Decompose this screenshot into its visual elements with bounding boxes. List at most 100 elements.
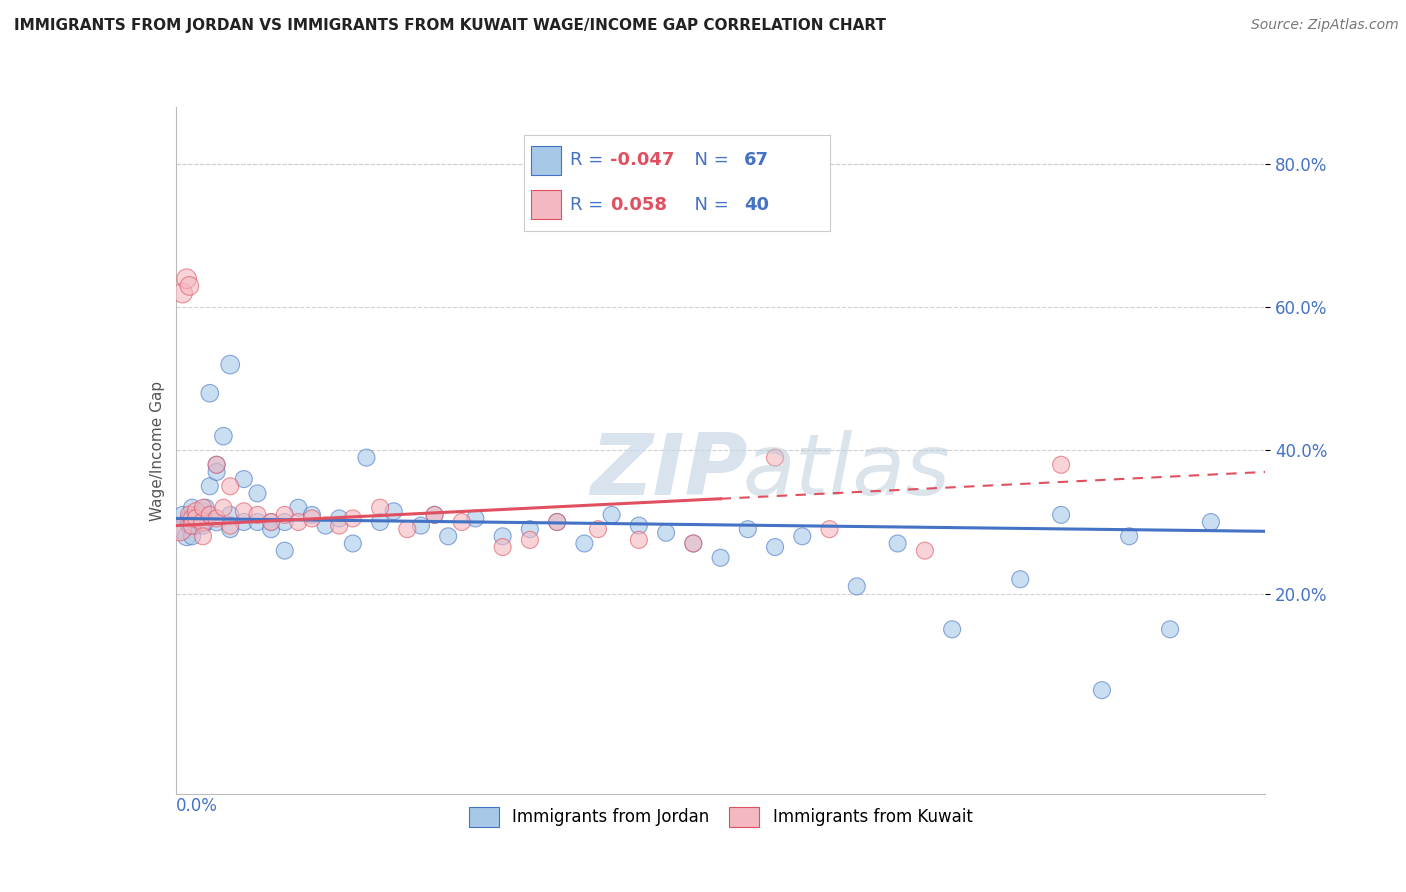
Point [941, 623, 963, 637]
Point [179, 508, 201, 522]
Point [194, 500, 217, 515]
Point [845, 579, 868, 593]
Text: IMMIGRANTS FROM JORDAN VS IMMIGRANTS FROM KUWAIT WAGE/INCOME GAP CORRELATION CHA: IMMIGRANTS FROM JORDAN VS IMMIGRANTS FRO… [14, 18, 886, 33]
Point [260, 522, 283, 536]
Point [627, 518, 650, 533]
Y-axis label: Wage/Income Gap: Wage/Income Gap [149, 380, 165, 521]
Point [179, 518, 201, 533]
Point [492, 529, 515, 543]
Point [260, 515, 283, 529]
Point [546, 515, 568, 529]
Point [191, 515, 214, 529]
Point [246, 486, 269, 500]
Point [172, 522, 194, 536]
Point [818, 522, 841, 536]
Point [191, 500, 214, 515]
Point [191, 504, 214, 518]
Point [205, 458, 228, 472]
Point [763, 540, 786, 554]
Point [181, 511, 204, 525]
Point [586, 522, 609, 536]
Point [356, 450, 378, 465]
Point [198, 386, 221, 401]
Point [181, 518, 204, 533]
Point [186, 511, 208, 525]
Point [186, 518, 208, 533]
Point [181, 529, 204, 543]
Point [205, 465, 228, 479]
Point [546, 515, 568, 529]
Point [763, 450, 786, 465]
Text: ZIP: ZIP [591, 430, 748, 513]
Point [205, 515, 228, 529]
Point [519, 522, 541, 536]
Point [464, 511, 486, 525]
Point [181, 500, 204, 515]
Point [342, 511, 364, 525]
Point [1199, 515, 1222, 529]
Point [188, 515, 211, 529]
Point [574, 536, 596, 550]
Point [1159, 623, 1181, 637]
Text: 0.0%: 0.0% [176, 797, 218, 815]
Point [368, 515, 391, 529]
Point [172, 508, 194, 522]
Point [176, 271, 198, 285]
Point [219, 518, 242, 533]
Point [212, 429, 235, 443]
Point [274, 543, 297, 558]
Point [737, 522, 759, 536]
Point [1050, 458, 1073, 472]
Point [409, 518, 432, 533]
Point [198, 508, 221, 522]
Point [232, 472, 254, 486]
Point [710, 550, 733, 565]
Point [246, 515, 269, 529]
Point [219, 358, 242, 372]
Point [627, 533, 650, 547]
Point [450, 515, 472, 529]
Point [246, 508, 269, 522]
Point [492, 540, 515, 554]
Text: atlas: atlas [742, 430, 950, 513]
Point [219, 479, 242, 493]
Point [194, 515, 217, 529]
Point [274, 515, 297, 529]
Point [1091, 683, 1114, 698]
Point [186, 508, 208, 522]
Point [186, 504, 208, 518]
Point [205, 511, 228, 525]
Point [191, 529, 214, 543]
Point [176, 529, 198, 543]
Point [287, 515, 309, 529]
Point [519, 533, 541, 547]
Point [198, 479, 221, 493]
Point [172, 286, 194, 301]
Point [287, 500, 309, 515]
Point [914, 543, 936, 558]
Legend: Immigrants from Jordan, Immigrants from Kuwait: Immigrants from Jordan, Immigrants from … [463, 800, 979, 834]
Point [219, 522, 242, 536]
Point [886, 536, 908, 550]
Point [600, 508, 623, 522]
Point [191, 518, 214, 533]
Point [437, 529, 460, 543]
Point [169, 522, 191, 536]
Point [655, 525, 678, 540]
Point [315, 518, 337, 533]
Point [423, 508, 446, 522]
Point [682, 536, 704, 550]
Point [301, 508, 323, 522]
Point [342, 536, 364, 550]
Point [382, 504, 405, 518]
Text: Source: ZipAtlas.com: Source: ZipAtlas.com [1251, 18, 1399, 32]
Point [260, 515, 283, 529]
Point [205, 458, 228, 472]
Point [682, 536, 704, 550]
Point [219, 508, 242, 522]
Point [368, 500, 391, 515]
Point [232, 515, 254, 529]
Point [328, 511, 350, 525]
Point [792, 529, 814, 543]
Point [191, 508, 214, 522]
